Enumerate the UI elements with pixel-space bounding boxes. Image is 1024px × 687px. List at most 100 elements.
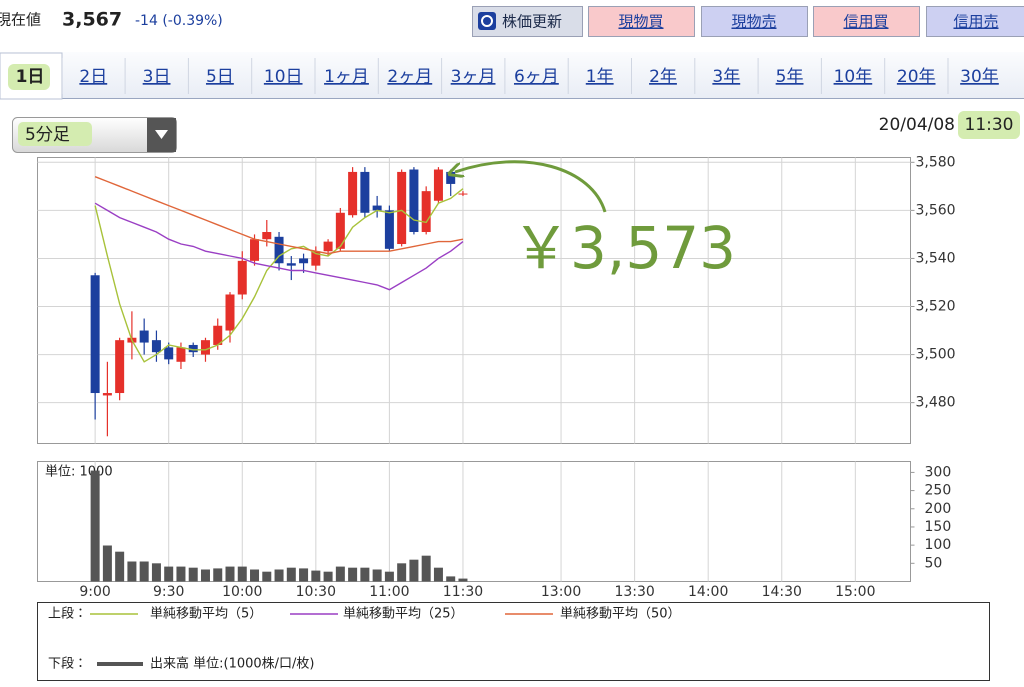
candle-body (348, 171, 358, 216)
x-tick-label: 13:30 (614, 584, 654, 600)
y-tick-label: 3,540 (916, 250, 956, 266)
legend-label: 出来高 単位:(1000株/口/枚) (150, 656, 315, 672)
legend-box (37, 602, 990, 681)
tab[interactable]: 1日 (16, 67, 45, 87)
candle-body (115, 340, 125, 394)
y-tick-label: 3,480 (916, 395, 956, 411)
tab[interactable]: 1年 (586, 67, 614, 87)
moving-average-line (94, 188, 464, 363)
tab[interactable]: 10日 (264, 67, 303, 87)
volume-bar (384, 571, 394, 582)
tab-bar (0, 52, 1024, 98)
candle-body (433, 169, 443, 201)
header-button[interactable] (701, 6, 808, 37)
refresh-icon-ring (481, 15, 493, 27)
tab[interactable]: 3日 (143, 67, 171, 87)
x-tick-label: 14:30 (762, 584, 802, 600)
volume-bar (323, 571, 333, 582)
volume-bar (458, 578, 468, 582)
x-tick-label: 9:30 (153, 584, 184, 600)
candle-body (102, 393, 112, 396)
header-button-label[interactable]: 現物売 (731, 13, 776, 31)
tab[interactable]: 1ヶ月 (324, 67, 369, 87)
candle-body (213, 325, 223, 345)
x-tick-label: 15:00 (835, 584, 875, 600)
y-tick-label: 150 (925, 519, 952, 535)
legend: 単純移動平均（5） 単純移動平均（25） 単純移動平均（50） 出来高 単位:(100… (90, 606, 681, 672)
header-button-label[interactable]: 信用売 (953, 13, 998, 31)
volume-bar (237, 566, 247, 582)
tab[interactable]: 6ヶ月 (514, 67, 559, 87)
interval-selector[interactable]: 5分足 (12, 117, 177, 153)
header-button-label[interactable]: 現物買 (618, 13, 663, 31)
volume-bar (164, 566, 174, 582)
volume-bar (446, 576, 456, 582)
y-tick-label: 300 (925, 464, 952, 480)
price-label: 現在値 (0, 11, 41, 29)
y-tick-label: 200 (925, 501, 952, 517)
legend-label: 単純移動平均（50） (560, 606, 681, 622)
tab[interactable]: 2日 (79, 67, 107, 87)
x-tick-label: 9:00 (79, 584, 110, 600)
volume-bar (311, 570, 321, 582)
refresh-icon[interactable] (478, 12, 496, 30)
candle-body (286, 263, 296, 266)
volume-bar (200, 569, 210, 582)
candle-body (274, 236, 284, 264)
y-tick-label: 50 (925, 555, 943, 571)
marks (90, 167, 468, 582)
x-tick-label: 14:00 (688, 584, 728, 600)
y-tick-label: 3,580 (916, 154, 956, 170)
candle-body (372, 205, 382, 211)
volume-unit-label: 単位: 1000 (45, 464, 113, 480)
y-tick-label: 3,500 (916, 347, 956, 363)
x-tick-label: 13:00 (541, 584, 581, 600)
volume-bar (348, 567, 358, 582)
volume-bar (139, 561, 149, 582)
volume-bar (250, 569, 260, 582)
annotation: ￥3,573 (512, 214, 736, 282)
y-tick-label: 250 (925, 483, 952, 499)
tabs: 1日 2日 3日 5日 10日 1ヶ月 2ヶ月 3ヶ月 6ヶ月 1年 2年 3年 5年 10年 20年 30年 (16, 58, 999, 94)
tab[interactable]: 20年 (897, 67, 936, 87)
legend-lower-label: 下段： (48, 657, 87, 672)
tab[interactable]: 3年 (712, 67, 740, 87)
header-button[interactable] (926, 6, 1024, 37)
header-button-label[interactable]: 信用買 (843, 13, 888, 31)
volume-bar (433, 567, 443, 582)
volume-bar (274, 569, 284, 582)
volume-bar (372, 569, 382, 582)
timestamp-date: 20/04/08 (879, 115, 955, 135)
legend-label: 単純移動平均（5） (150, 606, 262, 622)
candle-body (299, 258, 309, 264)
tab[interactable]: 5年 (776, 67, 804, 87)
grid: 3,480 3,500 3,520 3,540 3,560 3,580 9:00 9:30 10… (37, 154, 956, 600)
tab[interactable]: 2ヶ月 (387, 67, 432, 87)
volume-bar (102, 545, 112, 582)
candle-body (421, 191, 431, 233)
selector-highlight (18, 122, 92, 146)
header-button-label[interactable]: 株価更新 (502, 13, 562, 31)
candle-body (446, 171, 456, 184)
tab[interactable]: 10年 (834, 67, 873, 87)
volume-plot (37, 461, 911, 582)
tab[interactable]: 2年 (649, 67, 677, 87)
selector-text[interactable]: 5分足 (25, 125, 70, 145)
volume-bar (127, 561, 137, 582)
candle-body (225, 294, 235, 331)
volume-bar (409, 559, 419, 582)
candle-body (164, 347, 174, 360)
annotation-arrow (455, 160, 607, 213)
volume-bar (286, 567, 296, 582)
tab[interactable]: 5日 (206, 67, 234, 87)
tab[interactable]: 3ヶ月 (451, 67, 496, 87)
time-highlight (958, 111, 1020, 139)
header-button[interactable] (813, 6, 920, 37)
timestamp-time: 11:30 (965, 115, 1014, 135)
candle-body (360, 171, 370, 213)
candle-body (458, 193, 468, 195)
tab[interactable]: 30年 (960, 67, 999, 87)
y-tick-label: 100 (925, 537, 952, 553)
candle-body (237, 260, 247, 295)
header-button[interactable] (588, 6, 695, 37)
